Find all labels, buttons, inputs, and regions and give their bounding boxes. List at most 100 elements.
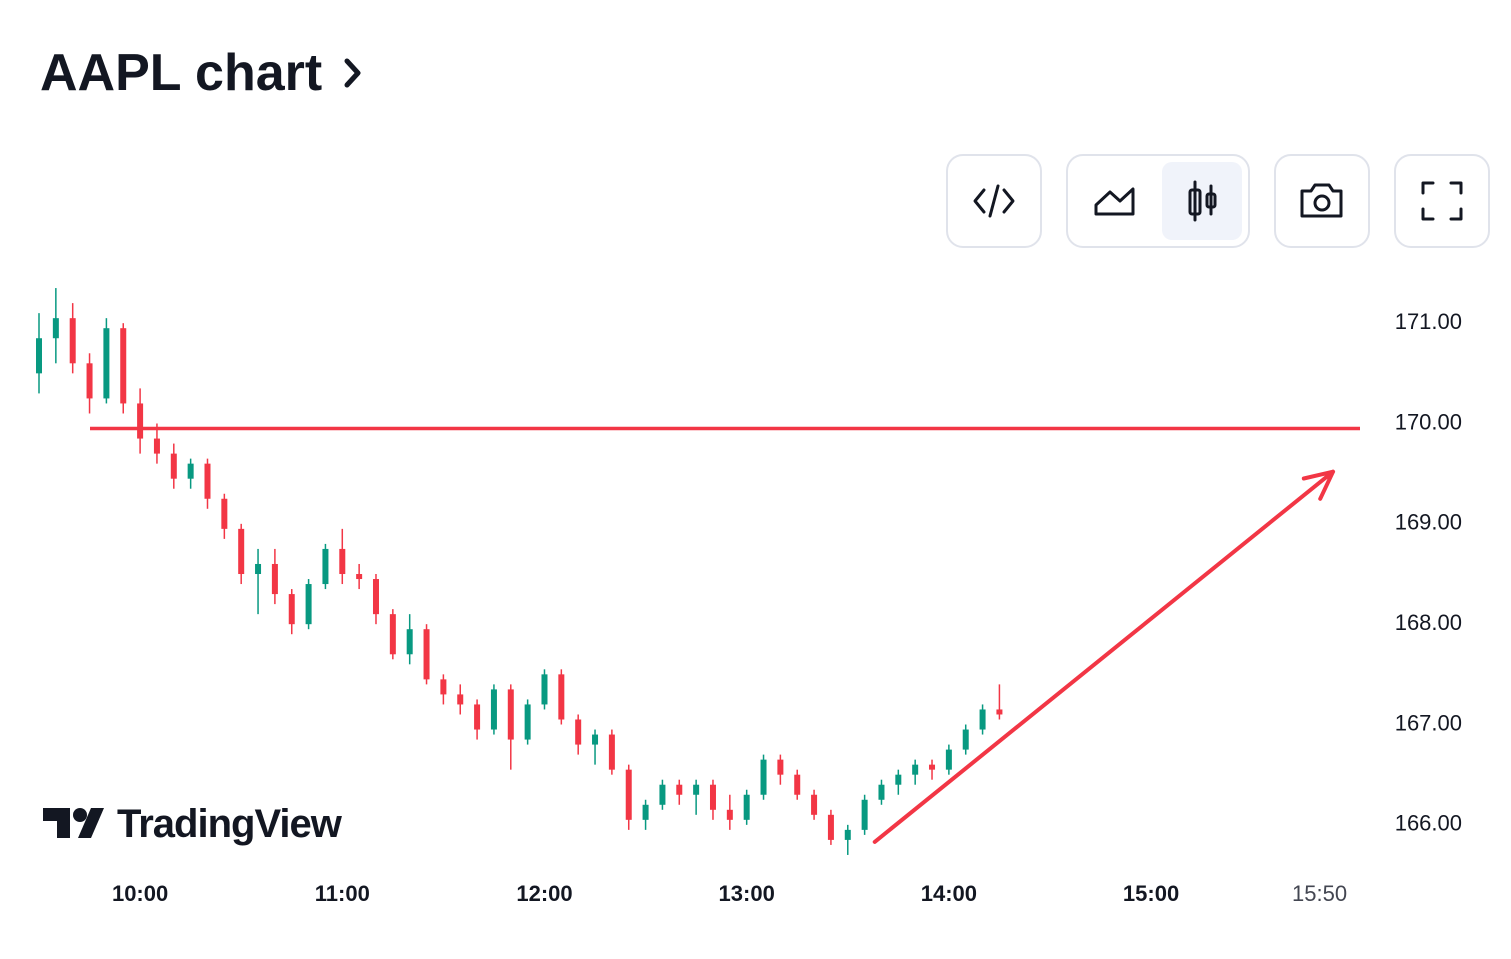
x-tick-label: 12:00 — [516, 881, 572, 906]
candle — [659, 779, 666, 810]
x-tick-label: 10:00 — [112, 881, 168, 906]
area-chart-button[interactable] — [1094, 187, 1135, 216]
candle — [507, 684, 514, 770]
candle — [271, 548, 278, 605]
candle — [238, 523, 245, 585]
x-tick-label: 14:00 — [921, 881, 977, 906]
candle-body — [844, 829, 851, 840]
candle — [457, 684, 464, 715]
candle — [541, 669, 548, 710]
candle-body — [271, 563, 278, 595]
candle-body — [709, 784, 716, 810]
candle — [440, 674, 447, 705]
candle — [255, 548, 262, 615]
candle — [305, 579, 312, 630]
candle-body — [608, 734, 615, 770]
title-chevron[interactable] — [344, 58, 361, 88]
candle — [878, 779, 885, 805]
candle — [120, 323, 127, 414]
candle-body — [86, 363, 93, 399]
candle-body — [255, 563, 262, 575]
candle-body — [929, 764, 936, 770]
candle — [794, 769, 801, 800]
candle-body — [861, 799, 868, 830]
candle — [524, 699, 531, 745]
candle — [709, 779, 716, 820]
candle — [490, 684, 497, 735]
candle — [221, 493, 228, 539]
candle-chart-button[interactable] — [1162, 162, 1242, 240]
candle — [389, 609, 396, 660]
candle — [69, 303, 76, 374]
candle — [137, 388, 144, 454]
trend-arrow — [872, 469, 1336, 844]
candle — [558, 669, 565, 725]
embed-button[interactable] — [946, 154, 1042, 248]
candle-body — [474, 704, 481, 730]
candle-body — [221, 498, 228, 529]
candle-body — [423, 629, 430, 680]
candle-body — [878, 784, 885, 800]
y-tick-label: 167.00 — [1395, 710, 1462, 735]
candle-body — [288, 594, 295, 625]
candle — [356, 563, 363, 590]
candle — [52, 288, 59, 364]
y-tick-label: 168.00 — [1395, 610, 1462, 635]
brand-logo[interactable]: TradingView — [43, 802, 344, 846]
candle — [844, 824, 851, 855]
candle-body — [693, 784, 700, 795]
candle-body — [524, 704, 531, 740]
candle-body — [389, 614, 396, 655]
candle — [777, 754, 784, 785]
candle — [592, 729, 599, 765]
chart-title[interactable]: AAPL chart — [40, 44, 322, 102]
chart-type-switch — [1066, 154, 1250, 248]
candle — [36, 313, 42, 394]
y-tick-label: 166.00 — [1395, 811, 1462, 836]
candle-body — [743, 794, 750, 820]
candle — [575, 714, 582, 755]
x-tick-label: 11:00 — [315, 881, 370, 906]
candle-body — [642, 804, 649, 820]
y-tick-label: 169.00 — [1395, 510, 1462, 535]
candle-body — [339, 548, 346, 575]
candle — [811, 789, 818, 820]
candle-body — [558, 674, 565, 720]
brand-name[interactable]: TradingView — [117, 802, 344, 846]
snapshot-button[interactable] — [1274, 154, 1370, 248]
y-tick-label: 170.00 — [1395, 409, 1462, 434]
candle — [861, 794, 868, 835]
candle — [996, 684, 1003, 720]
x-tick-label: 15:00 — [1123, 881, 1179, 906]
fullscreen-button[interactable] — [1394, 154, 1490, 248]
candle-body — [305, 584, 312, 625]
candle-body — [945, 749, 952, 770]
candle — [693, 779, 700, 815]
candle-body — [676, 784, 683, 795]
candle-body — [827, 814, 834, 840]
candle-body — [153, 438, 160, 454]
candle-body — [36, 338, 42, 374]
candle — [945, 744, 952, 775]
candle-body — [625, 769, 632, 820]
candle-body — [187, 463, 194, 479]
candle — [322, 543, 329, 590]
candle-body — [457, 694, 464, 705]
candle-body — [204, 463, 211, 499]
candle-body — [120, 328, 127, 404]
candle-body — [777, 759, 784, 775]
candle-body — [592, 734, 599, 745]
candle — [103, 318, 110, 404]
candle-body — [356, 574, 363, 580]
candle — [187, 458, 194, 489]
candle-body — [238, 528, 245, 575]
candle — [743, 789, 750, 825]
candle — [726, 794, 733, 830]
candle — [962, 724, 969, 755]
candle-body — [794, 774, 801, 795]
candle-body — [760, 759, 767, 795]
candle-body — [912, 764, 919, 775]
x-tick-label: 13:00 — [719, 881, 775, 906]
